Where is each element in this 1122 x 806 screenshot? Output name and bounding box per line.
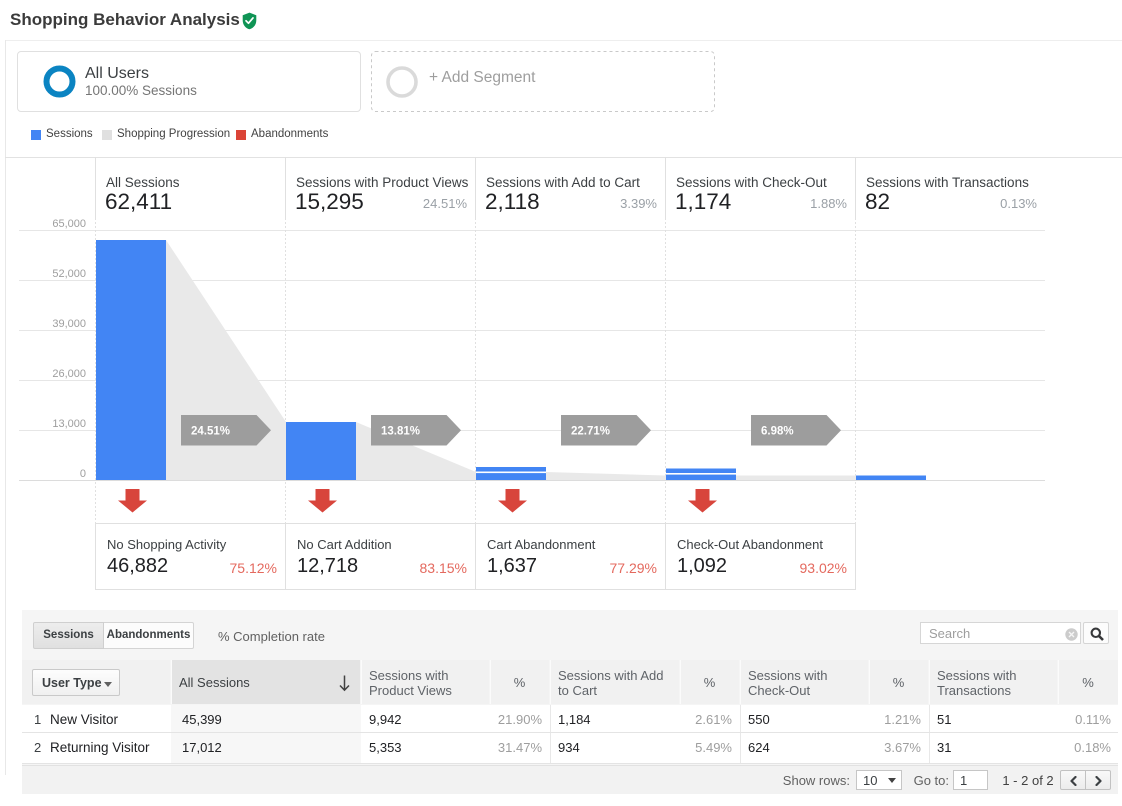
svg-text:13,000: 13,000 [52, 418, 86, 430]
svg-text:26,000: 26,000 [52, 368, 86, 380]
svg-text:65,000: 65,000 [52, 218, 86, 230]
svg-text:0: 0 [80, 468, 86, 480]
svg-text:52,000: 52,000 [52, 268, 86, 280]
svg-text:39,000: 39,000 [52, 318, 86, 330]
svg-text:13.81%: 13.81% [381, 426, 420, 438]
svg-text:6.98%: 6.98% [761, 426, 794, 438]
svg-text:22.71%: 22.71% [571, 426, 610, 438]
svg-text:24.51%: 24.51% [191, 426, 230, 438]
